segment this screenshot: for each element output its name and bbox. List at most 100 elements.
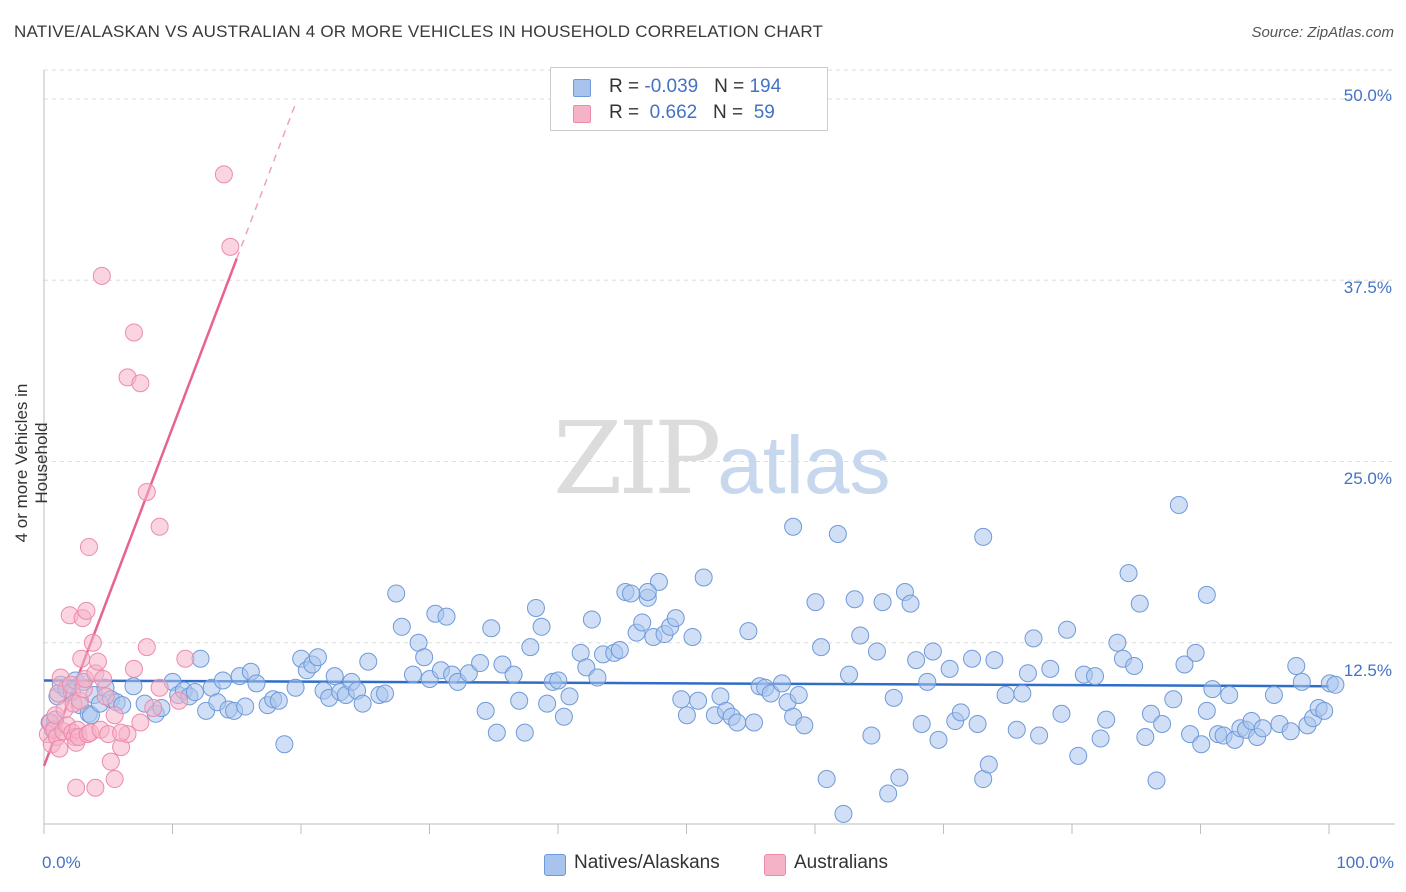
point-natives [538,694,557,713]
point-natives [1192,735,1211,754]
point-natives [1264,685,1283,704]
point-natives [985,651,1004,670]
point-australians [137,482,156,501]
point-australians [77,601,96,620]
point-natives [1136,728,1155,746]
point-natives [554,707,573,726]
watermark-atlas: atlas [717,420,891,511]
point-natives [1024,629,1043,648]
point-natives [867,642,886,661]
point-natives [677,706,696,725]
chart-title: NATIVE/ALASKAN VS AUSTRALIAN 4 OR MORE V… [14,22,824,41]
point-natives [672,690,691,709]
point-australians [169,691,188,710]
point-natives [683,627,702,646]
point-natives [840,665,859,684]
point-natives [1097,710,1116,729]
point-natives [1007,720,1026,739]
point-natives [1169,496,1188,514]
point-natives [403,665,422,684]
point-natives [622,584,641,603]
point-natives [1091,729,1110,748]
point-natives [510,691,529,710]
data-points [38,165,1345,823]
point-natives [191,649,210,668]
point-natives [884,688,903,707]
point-australians [150,517,169,536]
point-natives [560,687,579,706]
point-natives [437,607,456,626]
point-natives [459,664,478,683]
point-natives [1203,680,1222,699]
correlation-legend: R = -0.039 N = 194 R = 0.662 N = 59 [550,67,828,131]
x-tick-label-min: 0.0% [42,853,81,872]
point-natives [828,525,847,543]
point-natives [912,714,931,733]
point-natives [515,723,534,742]
point-natives [761,684,780,703]
point-natives [1153,714,1172,733]
legend-r-value: -0.039 [644,76,699,97]
point-australians [92,266,111,285]
point-natives [1253,719,1272,738]
legend-r-value: 0.662 [644,102,698,123]
point-natives [739,622,758,641]
legend-label-australians: Australians [794,852,888,873]
point-australians [124,659,143,678]
point-natives [610,641,629,659]
point-australians [96,687,115,706]
point-natives [940,659,959,678]
trend-line-australians-extension [236,105,296,259]
point-natives [812,638,831,657]
point-australians [86,778,105,797]
point-natives [1119,564,1138,583]
point-natives [649,572,668,591]
point-natives [1018,664,1037,683]
point-natives [1197,701,1216,720]
point-natives [1108,633,1127,652]
point-natives [415,648,434,667]
grid-lines [44,69,1395,644]
point-natives [806,593,825,612]
point-natives [308,648,327,667]
point-australians [67,778,86,797]
point-natives [247,674,266,693]
point-natives [1058,620,1077,639]
point-natives [1326,675,1345,694]
legend-swatch-australians [764,854,786,876]
point-natives [979,755,998,774]
point-natives [1125,656,1144,675]
point-natives [387,584,406,603]
point-natives [353,694,372,713]
point-natives [1164,690,1183,709]
point-natives [532,617,551,636]
point-natives [963,649,982,668]
legend-n-label: N = [713,102,749,123]
point-australians [50,739,69,758]
point-natives [1175,655,1194,674]
watermark: ZIPatlas [553,400,891,517]
point-natives [1287,656,1306,675]
point-natives [471,654,490,673]
point-natives [873,593,892,612]
point-natives [784,517,803,536]
point-natives [1220,685,1239,704]
point-natives [236,697,255,716]
point-australians [150,678,169,697]
point-australians [214,165,233,184]
point-natives [929,730,948,749]
point-australians [137,638,156,657]
point-natives [689,691,708,710]
point-natives [879,784,898,803]
point-natives [521,638,540,657]
point-natives [951,703,970,722]
source-label: Source: ZipAtlas.com [1251,24,1394,41]
point-natives [890,768,909,787]
point-australians [131,374,150,393]
y-tick-label: 12.5% [1343,661,1392,680]
point-natives [1086,667,1105,686]
point-natives [901,594,920,613]
point-natives [1197,585,1216,604]
point-australians [112,723,131,742]
point-natives [1186,643,1205,662]
